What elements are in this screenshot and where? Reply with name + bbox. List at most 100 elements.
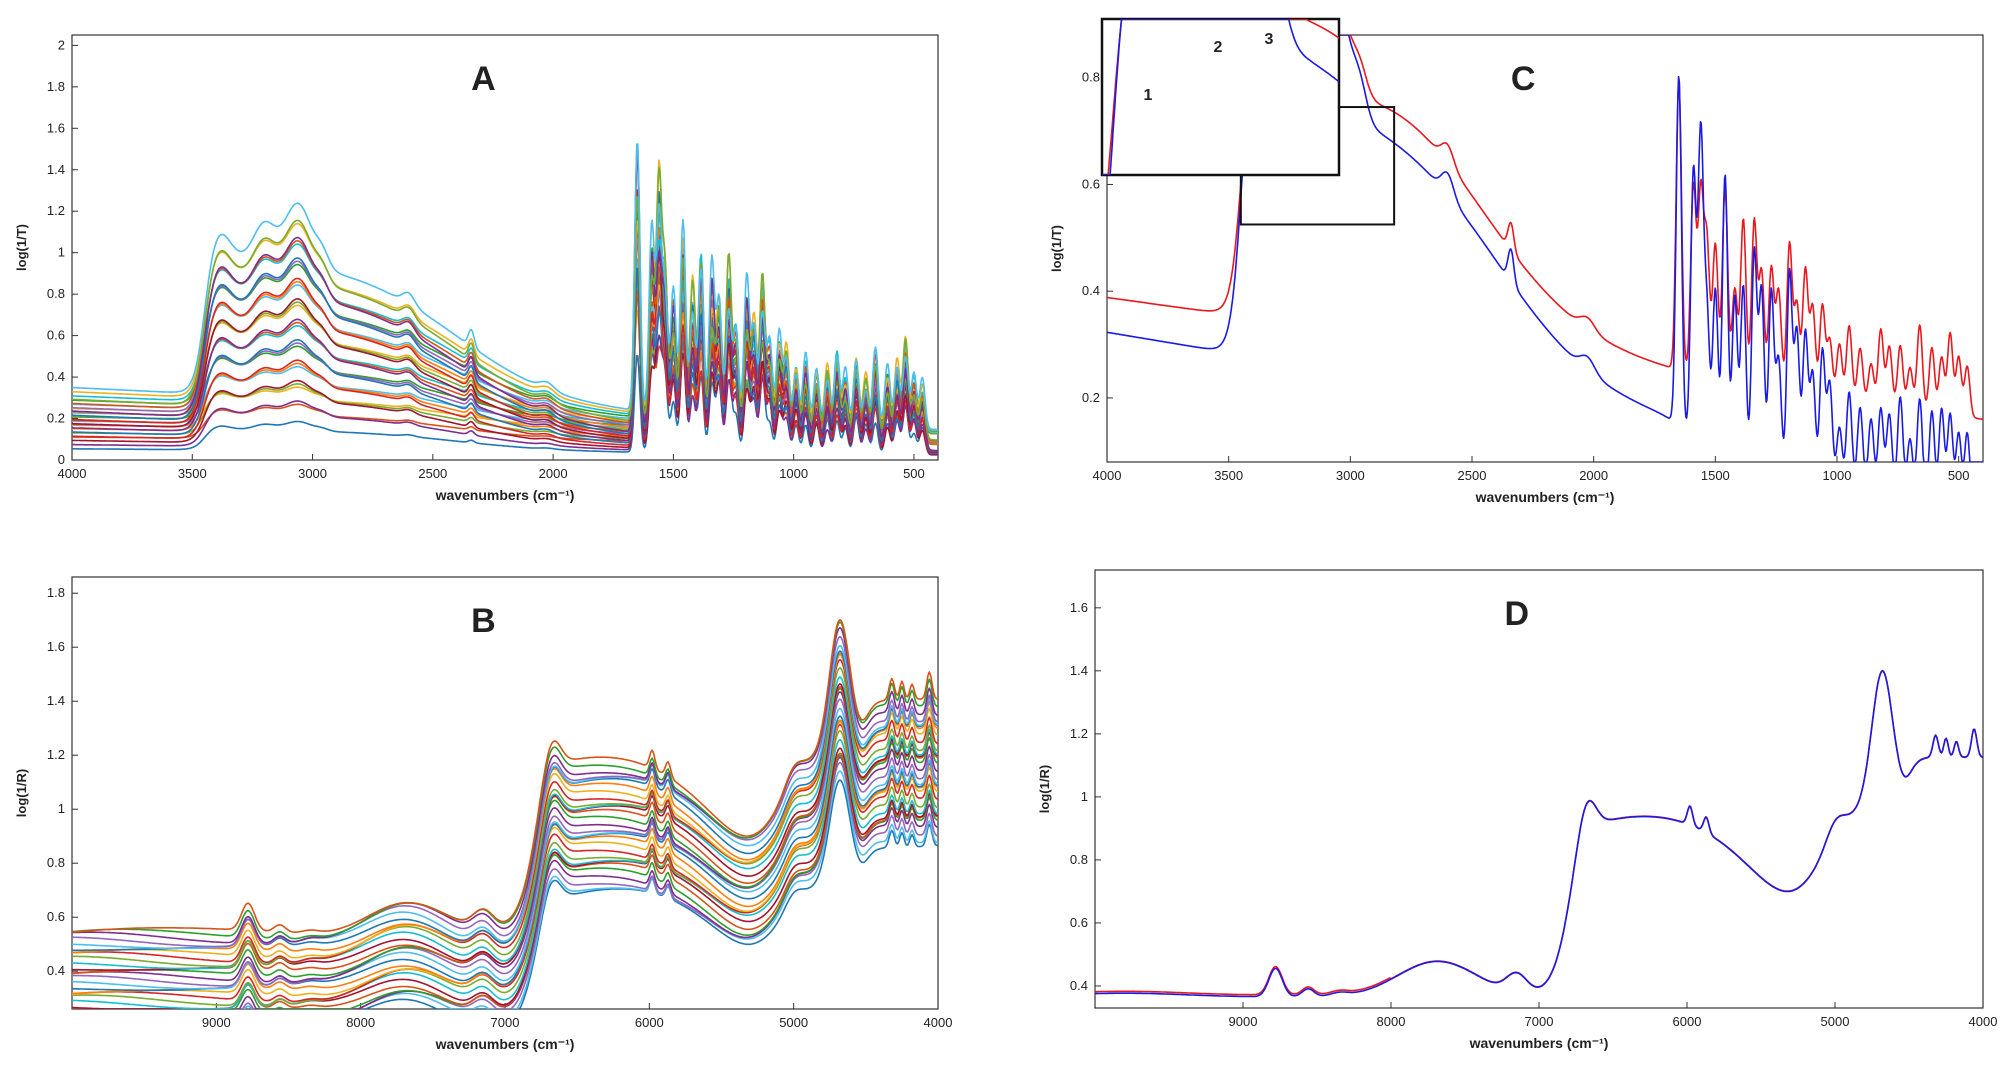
y-tick-label: 0.8 [1082, 70, 1100, 85]
x-tick-label: 4000 [1093, 468, 1122, 483]
spectrum-line-blue [1095, 670, 1983, 998]
x-tick-label: 3500 [178, 466, 207, 481]
spectrum-line [72, 676, 938, 970]
series-group [1095, 669, 1983, 998]
x-axis-label: wavenumbers (cm⁻¹) [1469, 1035, 1609, 1051]
x-tick-label: 7000 [491, 1015, 520, 1030]
x-tick-label: 9000 [202, 1015, 231, 1030]
x-tick-label: 2000 [539, 466, 568, 481]
spectrum-line [72, 155, 938, 452]
plot-frame [1106, 34, 1984, 463]
y-tick-label: 1.2 [47, 203, 65, 218]
y-tick-label: 1 [58, 801, 65, 816]
spectrum-line [72, 707, 938, 990]
y-tick-label: 0.4 [47, 963, 65, 978]
y-tick-label: 1 [1081, 789, 1088, 804]
x-axis-label: wavenumbers (cm⁻¹) [435, 487, 575, 503]
inset-peak-label: 2 [1214, 39, 1223, 56]
y-axis-label: log(1/T) [14, 224, 29, 271]
panel-a: 4000 3500 3000 2500 2000 1500 1000 500 0 0.2 0.4 0.… [14, 34, 939, 503]
x-tick-label: 4000 [924, 1015, 953, 1030]
x-axis-label: wavenumbers (cm⁻¹) [435, 1036, 575, 1052]
spectrum-line [72, 143, 938, 431]
x-tick-label: 3000 [1336, 468, 1365, 483]
panel-b: 9000 8000 7000 6000 5000 4000 0.4 0.6 0.8 1 1.2 1.4… [14, 576, 953, 1052]
x-tick-label: 3000 [298, 466, 327, 481]
y-tick-label: 0.6 [1082, 176, 1100, 191]
y-tick-label: 1.6 [47, 639, 65, 654]
y-tick-label: 0.8 [1070, 852, 1088, 867]
x-tick-label: 500 [903, 466, 925, 481]
x-tick-label: 8000 [1377, 1014, 1406, 1029]
y-tick-label: 0.2 [1082, 390, 1100, 405]
spectrum-line [72, 222, 938, 453]
y-tick-label: 0 [58, 452, 65, 467]
y-tick-label: 1.8 [47, 79, 65, 94]
inset-peak-label: 3 [1265, 31, 1274, 48]
y-tick-label: 0.2 [47, 411, 65, 426]
plot-frame [71, 34, 939, 461]
spectrum-line [72, 729, 938, 1007]
spectrum-line [72, 761, 938, 1009]
x-axis-label: wavenumbers (cm⁻¹) [1475, 489, 1615, 505]
y-tick-label: 0.4 [47, 369, 65, 384]
panel-letter: C [1511, 60, 1536, 98]
y-tick-label: 1.4 [47, 693, 65, 708]
x-tick-label: 1500 [659, 466, 688, 481]
y-tick-label: 1.6 [47, 120, 65, 135]
y-tick-label: 1.4 [1070, 663, 1088, 678]
y-tick-label: 0.8 [47, 286, 65, 301]
inset-line-blue [1102, 19, 1339, 175]
x-tick-label: 2500 [1458, 468, 1487, 483]
spectrum-line [72, 627, 938, 944]
spectrum-line [72, 747, 938, 1009]
x-tick-label: 2000 [1579, 468, 1608, 483]
panel-letter: B [471, 602, 496, 640]
y-axis-label: log(1/T) [1049, 225, 1064, 272]
spectrum-line [72, 667, 938, 968]
y-tick-label: 0.6 [1070, 915, 1088, 930]
x-tick-label: 1000 [779, 466, 808, 481]
y-tick-label: 1.2 [47, 747, 65, 762]
x-tick-label: 4000 [1969, 1014, 1998, 1029]
y-tick-label: 1.8 [47, 585, 65, 600]
spectrum-line [72, 779, 938, 1009]
y-tick-label: 1.2 [1070, 726, 1088, 741]
spectrum-line [72, 770, 938, 1009]
y-tick-label: 1.4 [47, 162, 65, 177]
series-group [72, 143, 938, 456]
y-tick-label: 2 [58, 37, 65, 52]
spectrum-line [72, 635, 938, 948]
y-tick-label: 0.4 [1082, 283, 1100, 298]
inset-peak-label: 1 [1144, 87, 1153, 104]
y-tick-label: 0.8 [47, 855, 65, 870]
y-tick-label: 0.6 [47, 909, 65, 924]
spectrum-line [72, 272, 938, 455]
y-axis-label: log(1/R) [1037, 765, 1052, 813]
panel-letter: D [1505, 595, 1530, 633]
x-tick-label: 7000 [1525, 1014, 1554, 1029]
inset-series-group [1102, 19, 1339, 175]
y-tick-label: 0.6 [47, 328, 65, 343]
y-tick-label: 1.6 [1070, 600, 1088, 615]
x-tick-label: 8000 [346, 1015, 375, 1030]
spectrum-line [72, 738, 938, 1009]
x-tick-label: 5000 [1821, 1014, 1850, 1029]
y-axis-label: log(1/R) [14, 769, 29, 817]
x-tick-label: 2500 [418, 466, 447, 481]
x-tick-label: 9000 [1229, 1014, 1258, 1029]
x-tick-label: 6000 [1673, 1014, 1702, 1029]
x-tick-label: 1500 [1701, 468, 1730, 483]
inset-frame [1100, 17, 1341, 177]
y-tick-label: 1 [58, 245, 65, 260]
series-group [72, 619, 938, 1009]
x-tick-label: 6000 [635, 1015, 664, 1030]
x-tick-label: 500 [1948, 468, 1970, 483]
y-tick-label: 0.4 [1070, 978, 1088, 993]
x-tick-label: 4000 [58, 466, 87, 481]
x-tick-label: 3500 [1214, 468, 1243, 483]
spectrum-line [72, 619, 938, 933]
x-tick-label: 1000 [1823, 468, 1852, 483]
